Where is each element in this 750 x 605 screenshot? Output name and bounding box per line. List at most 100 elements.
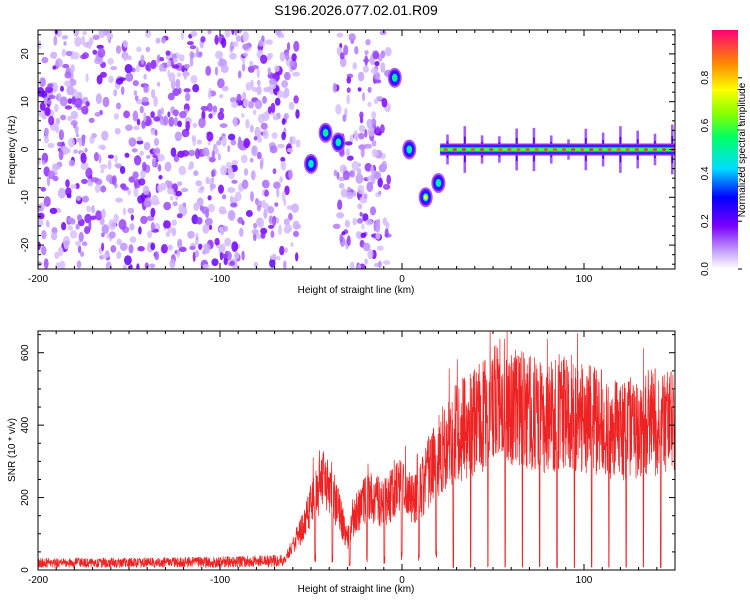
noise-cell	[140, 169, 146, 179]
noise-cell	[361, 223, 365, 230]
noise-cell	[77, 214, 82, 222]
noise-cell	[336, 32, 344, 38]
noise-cell	[146, 62, 152, 72]
noise-cell	[376, 218, 381, 230]
noise-cell	[38, 261, 43, 267]
noise-cell	[180, 187, 189, 193]
noise-cell	[227, 187, 236, 193]
noise-cell	[185, 120, 190, 132]
noise-cell	[65, 179, 70, 188]
noise-cell	[156, 81, 161, 87]
noise-cell	[371, 148, 379, 158]
noise-cell	[332, 82, 337, 93]
noise-cell	[178, 165, 187, 176]
noise-cell	[78, 231, 84, 243]
noise-cell	[362, 242, 371, 252]
noise-cell	[106, 233, 110, 239]
noise-cell	[250, 191, 254, 202]
noise-cell	[98, 144, 106, 150]
noise-cell	[378, 54, 383, 62]
colorbar-gradient	[712, 30, 738, 269]
noise-cell	[243, 168, 249, 176]
noise-cell	[380, 124, 385, 134]
noise-cell	[335, 104, 342, 115]
noise-cell	[371, 111, 377, 119]
noise-cell	[108, 219, 117, 231]
noise-cell	[127, 188, 131, 196]
carrier-peak	[516, 148, 521, 151]
noise-cell	[38, 86, 45, 97]
noise-cell	[76, 133, 79, 138]
noise-cell	[84, 147, 88, 153]
noise-cell	[261, 199, 266, 209]
snr-plot-area	[38, 331, 675, 570]
noise-cell	[236, 30, 243, 34]
noise-cell	[136, 140, 144, 145]
noise-cell	[202, 264, 210, 269]
colorbar-tick-label: 0.6	[700, 118, 711, 132]
noise-cell	[154, 251, 160, 261]
noise-cell	[145, 30, 151, 38]
noise-cell	[289, 60, 295, 68]
noise-cell	[47, 83, 54, 88]
noise-cell	[355, 173, 364, 184]
carrier-peak	[461, 148, 467, 151]
noise-cell	[280, 157, 286, 162]
noise-cell	[133, 90, 138, 96]
noise-cell	[270, 230, 275, 238]
noise-cell	[251, 145, 258, 157]
noise-cell	[385, 221, 390, 230]
noise-cell	[260, 122, 268, 130]
noise-cell	[349, 261, 355, 269]
noise-cell	[220, 64, 229, 74]
noise-cell	[143, 200, 152, 208]
noise-cell	[194, 240, 199, 246]
noise-cell	[70, 64, 75, 74]
noise-cell	[200, 186, 205, 191]
noise-cell	[60, 85, 64, 92]
noise-cell	[346, 94, 351, 105]
noise-cell	[94, 183, 101, 193]
noise-cell	[224, 237, 232, 247]
noise-cell	[249, 60, 254, 67]
noise-cell	[100, 168, 105, 174]
noise-cell	[98, 30, 106, 39]
noise-cell	[234, 30, 238, 36]
carrier-peak	[652, 148, 658, 151]
noise-cell	[250, 170, 256, 181]
noise-cell	[367, 86, 372, 93]
noise-cell	[344, 107, 348, 117]
colorbar-ticks: 0.0 0.2 0.4 0.6 0.8	[700, 70, 742, 276]
noise-cell	[165, 231, 171, 238]
noise-cell	[364, 162, 373, 172]
noise-cell	[295, 109, 300, 119]
carrier-peak	[598, 148, 603, 151]
noise-cell	[200, 105, 209, 112]
noise-cell	[345, 191, 354, 200]
noise-cell	[143, 142, 151, 151]
noise-cell	[91, 132, 97, 139]
noise-cell	[224, 30, 231, 38]
noise-cell	[379, 30, 387, 36]
noise-cell	[149, 263, 156, 269]
carrier-peak	[589, 148, 594, 151]
noise-cell	[364, 143, 372, 149]
noise-cell	[124, 63, 133, 74]
noise-cell	[351, 160, 359, 171]
noise-cell	[62, 148, 67, 153]
noise-cell	[264, 189, 269, 197]
noise-cell	[144, 262, 149, 269]
noise-cell	[214, 237, 220, 246]
noise-cell	[249, 157, 254, 163]
noise-cell	[118, 219, 127, 230]
tone-peak	[324, 131, 327, 135]
noise-cell	[92, 34, 100, 40]
tone-peak	[309, 162, 313, 166]
noise-cell	[124, 255, 132, 266]
noise-cell	[241, 179, 249, 190]
noise-cell	[195, 180, 203, 187]
colorbar-tick-label: 0.8	[700, 70, 711, 84]
noise-cell	[251, 65, 259, 70]
noise-cell	[216, 140, 222, 146]
